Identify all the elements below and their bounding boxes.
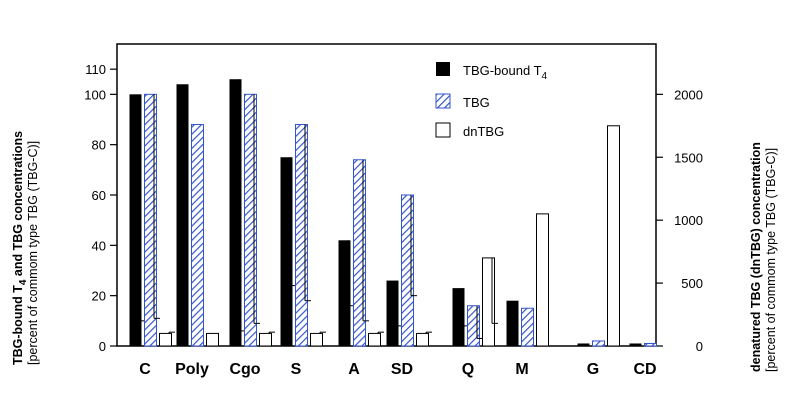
category-label: A <box>348 361 360 378</box>
legend-swatch-dntbg <box>435 122 451 138</box>
bar-dntbg <box>416 332 429 347</box>
bar-tbg <box>191 124 204 347</box>
bar-tbg-bound-t4 <box>629 343 642 346</box>
category-label: C <box>139 361 151 378</box>
category-label: G <box>587 361 599 378</box>
bar-tbg <box>295 124 308 347</box>
left-axis-title-line2: [percent of commom type TBG (TBG-C)] <box>26 141 40 365</box>
bar-tbg-bound-t4 <box>506 300 519 346</box>
left-axis-title-line1: TBG-bound T4 and TBG concentrations <box>11 131 29 365</box>
category-label: CD <box>633 361 656 378</box>
bar-tbg-bound-t4 <box>386 280 399 346</box>
legend-label-dntbg: dnTBG <box>463 124 504 139</box>
bar-tbg <box>592 340 605 347</box>
left-axis-title: TBG-bound T4 and TBG concentrations [per… <box>11 131 40 365</box>
bar-tbg <box>401 194 414 347</box>
legend-swatch-tbg-bound-t4 <box>436 62 450 76</box>
category-label: Cgo <box>229 361 260 378</box>
right-tick-label: 2000 <box>674 87 703 102</box>
right-axis-title-line1: denatured TBG (dnTBG) concentration <box>749 142 763 372</box>
legend-label-tbg-bound-t4: TBG-bound T4 <box>463 63 548 82</box>
bar-tbg-bound-t4 <box>577 343 590 346</box>
bar-dntbg <box>482 257 495 347</box>
bars <box>129 79 657 347</box>
legend-swatch-tbg <box>435 93 451 109</box>
right-axis-title: denatured TBG (dnTBG) concentration [per… <box>749 142 778 372</box>
left-tick-label: 100 <box>84 87 106 102</box>
bar-tbg-bound-t4 <box>176 84 189 347</box>
bar-tbg <box>244 93 257 347</box>
left-tick-label: 60 <box>92 188 106 203</box>
left-tick-label: 80 <box>92 138 106 153</box>
right-tick-label: 1000 <box>674 213 703 228</box>
category-label: S <box>291 361 302 378</box>
bar-tbg-bound-t4 <box>452 288 465 346</box>
right-axis-ticks: 0 500 1000 1500 2000 <box>656 87 703 354</box>
bar-tbg <box>644 342 657 347</box>
category-labels: C Poly Cgo S A SD Q M G CD <box>139 361 656 378</box>
category-label: SD <box>391 361 413 378</box>
category-label: Q <box>462 361 474 378</box>
legend: TBG-bound T4 TBG dnTBG <box>435 62 548 139</box>
bar-tbg <box>521 307 534 347</box>
bar-dntbg <box>259 332 272 347</box>
bar-tbg-bound-t4 <box>280 157 293 346</box>
bar-tbg <box>353 159 366 347</box>
bar-dntbg <box>310 332 323 347</box>
bar-tbg <box>467 305 480 347</box>
legend-label-tbg: TBG <box>463 95 490 110</box>
right-tick-label: 0 <box>696 339 703 354</box>
bar-tbg <box>144 93 157 347</box>
left-tick-label: 110 <box>85 62 106 77</box>
bar-tbg-bound-t4 <box>129 94 142 346</box>
bar-dntbg <box>368 332 381 347</box>
bar-tbg-bound-t4 <box>338 240 351 346</box>
right-tick-label: 1500 <box>674 150 703 165</box>
left-tick-label: 40 <box>92 238 106 253</box>
bar-tbg-bound-t4 <box>229 79 242 346</box>
bar-dntbg <box>536 213 549 347</box>
category-label: Poly <box>175 361 209 378</box>
left-tick-label: 20 <box>92 289 106 304</box>
category-label: M <box>515 361 528 378</box>
right-axis-title-line2: [percent of commom type TBG (TBG-C)] <box>764 148 778 372</box>
left-axis-ticks: 0 20 40 60 80 100 110 <box>84 62 117 354</box>
left-tick-label: 0 <box>99 339 106 354</box>
right-tick-label: 500 <box>681 276 703 291</box>
bar-dntbg <box>607 125 620 347</box>
bar-dntbg <box>206 332 219 347</box>
bar-dntbg <box>159 332 172 347</box>
